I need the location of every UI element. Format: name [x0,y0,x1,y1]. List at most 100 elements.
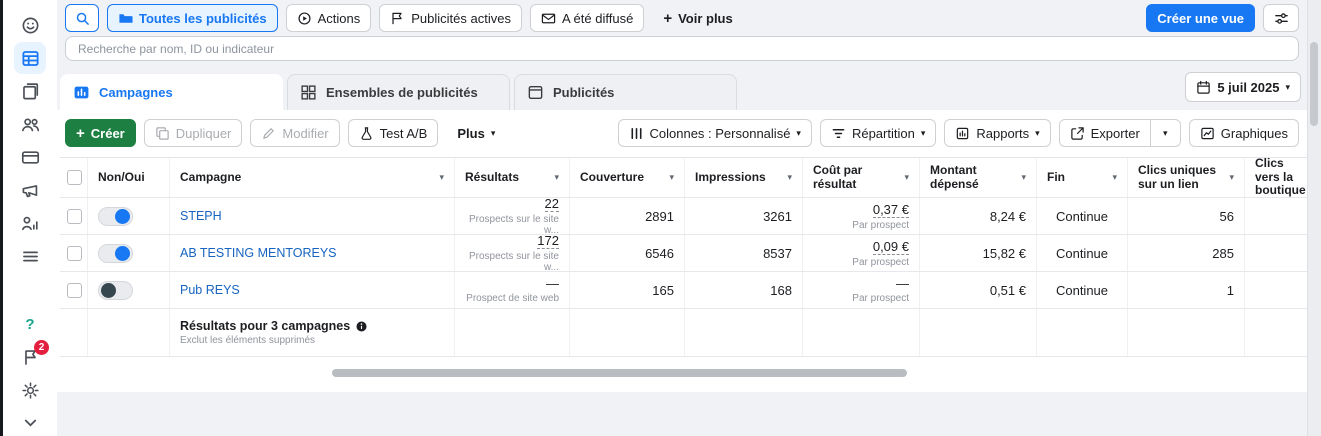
tab-campagnes[interactable]: Campagnes [60,74,283,110]
pages-icon[interactable] [19,80,41,102]
ads-megaphone-icon[interactable] [19,179,41,201]
menu-icon[interactable] [19,245,41,267]
table-summary-row: Résultats pour 3 campagnes Exclut les él… [60,309,1307,357]
content-card: + Créer Dupliquer Modifier Test A/B Plus [57,110,1307,392]
sort-caret-icon[interactable]: ▾ [1112,172,1117,182]
campaign-name-link[interactable]: STEPH [180,209,222,223]
export-icon [1070,126,1084,140]
breakdown-label: Répartition [851,125,915,141]
edit-button[interactable]: Modifier [250,119,340,147]
export-options-button[interactable]: ▾ [1150,119,1181,147]
filter-has-delivered[interactable]: A été diffusé [529,4,645,32]
more-button[interactable]: Plus ▾ [446,119,506,147]
audiences-icon[interactable] [19,113,41,135]
billing-icon[interactable] [19,146,41,168]
tab-ensembles-de-publicites[interactable]: Ensembles de publicités [287,74,510,110]
table-header-row: Non/Oui Campagne ▾ Résultats ▾ Couverture ▾… [60,158,1307,198]
sort-caret-icon[interactable]: ▾ [1021,172,1026,182]
sort-caret-icon[interactable]: ▾ [554,172,559,182]
column-header-cout: Coût par résultat [813,162,863,191]
cost-value[interactable]: 0,37 € [872,201,909,218]
caret-down-icon: ▾ [920,127,926,138]
ab-test-button[interactable]: Test A/B [347,119,439,147]
results-sub: Prospect de site web [466,293,559,304]
calendar-icon [1197,80,1211,94]
sort-caret-icon[interactable]: ▾ [904,172,909,182]
campaigns-table: Non/Oui Campagne ▾ Résultats ▾ Couverture ▾… [60,157,1307,357]
sort-caret-icon[interactable]: ▾ [1229,172,1234,182]
columns-button[interactable]: Colonnes : Personnalisé ▾ [617,119,812,147]
filter-label: A été diffusé [561,10,634,26]
results-value[interactable]: 22 [544,198,559,212]
campaign-toggle[interactable] [98,206,133,226]
create-button[interactable]: + Créer [65,119,136,147]
view-settings-button[interactable] [1263,4,1299,32]
info-icon[interactable] [355,320,368,333]
vertical-scrollbar[interactable] [1307,0,1321,436]
account-overview-icon[interactable] [19,14,41,36]
help-icon[interactable]: ? [25,315,35,333]
settings-gear-icon[interactable] [19,379,41,401]
chevron-down-icon[interactable] [19,412,41,434]
spent-value: 8,24 € [989,208,1026,224]
column-header-onoff: Non/Oui [98,169,145,184]
tab-publicites[interactable]: Publicités [514,74,737,110]
filter-actions[interactable]: Actions [285,4,372,32]
filter-label: Publicités actives [411,10,511,26]
date-range-picker[interactable]: 5 juil 2025 ▾ [1185,72,1301,102]
campaigns-table-icon[interactable] [14,42,46,74]
results-value[interactable]: 172 [537,235,559,249]
horizontal-scrollbar[interactable] [60,369,1299,377]
export-label: Exporter [1090,125,1140,141]
row-checkbox[interactable] [67,282,82,298]
filter-label: Actions [317,10,361,26]
columns-icon [630,127,642,139]
pencil-icon [263,127,275,139]
campaign-toggle[interactable] [98,280,133,300]
see-more-filters-button[interactable]: + Voir plus [652,4,743,32]
reports-button[interactable]: Rapports ▾ [944,119,1051,147]
main-area: Toutes les publicités Actions Publicités… [57,0,1307,436]
row-checkbox[interactable] [67,245,82,261]
results-sub: Prospects sur le site w... [468,214,559,234]
table-row: STEPH 22 Prospects sur le site w... 2891 … [60,198,1307,235]
breakdown-icon [832,128,845,138]
cost-sub: Par prospect [852,256,909,268]
search-input[interactable] [65,36,1299,61]
search-filter-button[interactable] [65,4,99,32]
cost-value: — [896,276,909,291]
column-header-fin: Fin [1047,169,1065,184]
duplicate-button[interactable]: Dupliquer [143,119,243,147]
caret-down-icon: ▾ [1163,127,1168,138]
cost-sub: Par prospect [852,293,909,304]
impressions-value: 168 [770,282,792,298]
summary-title: Résultats pour 3 campagnes [180,319,351,333]
search-icon [76,12,89,25]
filter-all-ads[interactable]: Toutes les publicités [107,4,278,32]
cost-value[interactable]: 0,09 € [872,238,909,255]
tab-label: Campagnes [99,85,173,100]
campaign-name-link[interactable]: Pub REYS [180,283,240,297]
sort-caret-icon[interactable]: ▾ [669,172,674,182]
vertical-scrollbar-thumb[interactable] [1310,42,1318,126]
filter-active-ads[interactable]: Publicités actives [379,4,522,32]
notifications-flag-icon[interactable]: 2 [19,340,49,368]
sort-caret-icon[interactable]: ▾ [787,172,792,182]
tab-label: Ensembles de publicités [326,85,478,100]
breakdown-button[interactable]: Répartition ▾ [819,119,937,147]
horizontal-scrollbar-thumb[interactable] [332,369,907,377]
charts-button[interactable]: Graphiques [1188,119,1299,147]
toggle-knob [101,282,116,298]
campaign-toggle[interactable] [98,243,133,263]
row-checkbox[interactable] [67,208,82,224]
audience-insights-icon[interactable] [19,212,41,234]
select-all-checkbox[interactable] [67,170,82,185]
caret-down-icon: ▾ [1285,81,1290,92]
campaign-name-link[interactable]: AB TESTING MENTOREYS [180,246,337,260]
ab-test-label: Test A/B [379,125,428,141]
impressions-value: 8537 [763,245,792,261]
reports-label: Rapports [976,125,1030,141]
sort-caret-icon[interactable]: ▾ [439,172,444,182]
create-view-button[interactable]: Créer une vue [1146,4,1255,32]
export-button[interactable]: Exporter [1058,119,1151,147]
